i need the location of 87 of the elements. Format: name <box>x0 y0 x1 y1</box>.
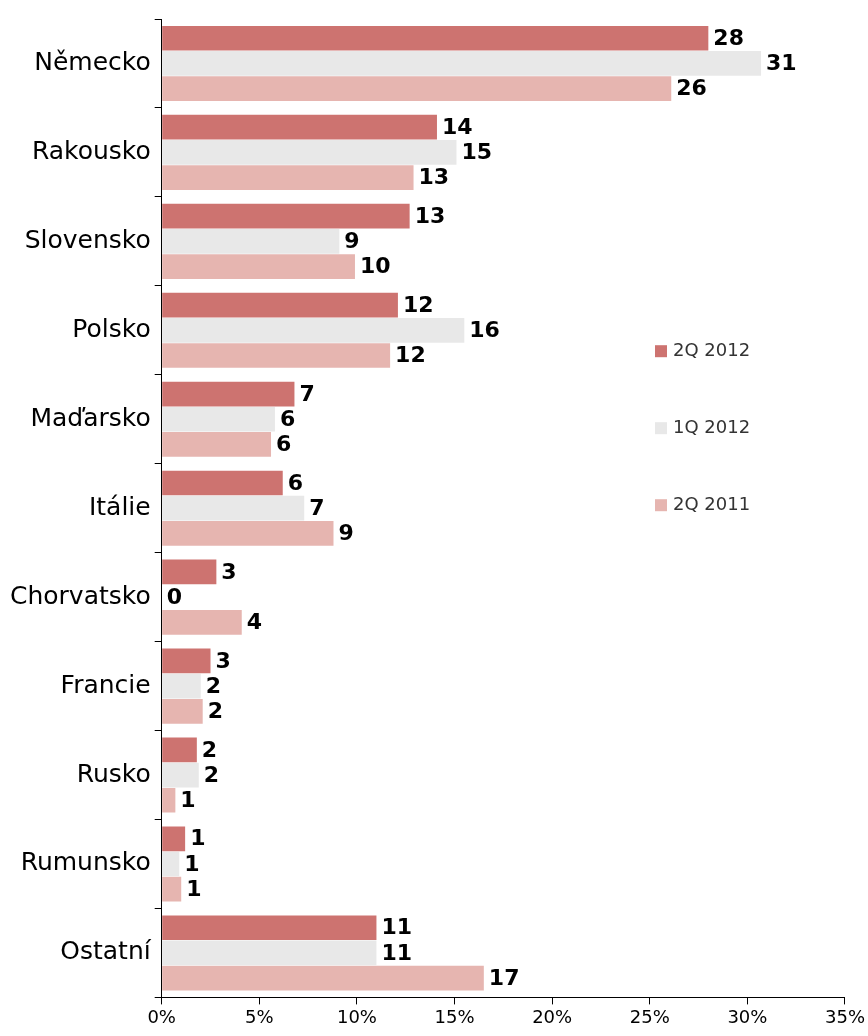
data-label: 15 <box>461 139 493 165</box>
data-label: 31 <box>766 50 797 76</box>
data-label: 17 <box>488 964 520 990</box>
data-label: 11 <box>381 914 413 940</box>
data-label: 14 <box>441 113 473 139</box>
y-tick-label: Rusko <box>76 758 151 788</box>
data-label: 12 <box>395 342 426 368</box>
bar <box>162 432 272 457</box>
x-tick-label: 20% <box>532 1005 573 1027</box>
data-label: 2 <box>203 761 220 787</box>
y-tick-label: Polsko <box>72 313 151 343</box>
y-tick-label: Ostatní <box>60 936 152 966</box>
data-label: 13 <box>414 202 446 228</box>
bar <box>162 698 203 724</box>
bar <box>162 229 340 254</box>
data-label: 11 <box>381 939 413 965</box>
bar <box>162 826 186 852</box>
y-tick-label: Rakousko <box>31 135 151 165</box>
bar <box>162 673 201 699</box>
data-label: 4 <box>246 609 263 635</box>
bar <box>162 940 377 966</box>
bar <box>162 140 457 165</box>
bar <box>162 876 182 902</box>
data-label: 1 <box>180 786 196 812</box>
y-tick-label: Německo <box>34 46 151 76</box>
bar <box>162 470 283 496</box>
x-tick-label: 30% <box>727 1005 768 1027</box>
data-label: 26 <box>676 75 707 101</box>
data-label: 1 <box>184 850 200 876</box>
x-tick-label: 10% <box>336 1005 377 1027</box>
bar <box>162 76 672 102</box>
data-label: 6 <box>279 405 296 431</box>
bar <box>162 25 709 51</box>
y-tick-label: Slovensko <box>24 224 151 254</box>
bar <box>162 851 180 877</box>
data-label: 2 <box>207 698 224 724</box>
bar <box>162 648 211 674</box>
bar <box>162 915 377 941</box>
bar <box>162 559 217 585</box>
data-label: 1 <box>190 825 206 851</box>
bar <box>162 495 305 521</box>
legend-label: 2Q 2012 <box>673 338 751 360</box>
y-tick-label: Itálie <box>88 491 151 521</box>
data-label: 2 <box>205 672 222 698</box>
bar <box>162 165 414 190</box>
data-label: 1 <box>186 875 202 901</box>
x-tick-label: 15% <box>434 1005 475 1027</box>
bar <box>162 521 334 546</box>
bar <box>162 381 295 407</box>
legend-label: 2Q 2011 <box>673 492 751 514</box>
data-label: 13 <box>418 164 450 190</box>
bar <box>162 292 398 318</box>
bar <box>162 762 199 788</box>
data-label: 28 <box>713 24 744 50</box>
data-label: 0 <box>166 583 183 609</box>
bar <box>162 51 762 76</box>
legend-label: 1Q 2012 <box>673 415 751 437</box>
x-tick-label: 5% <box>245 1005 274 1027</box>
data-label: 16 <box>469 317 500 343</box>
bar <box>162 406 275 432</box>
y-tick-label: Maďarsko <box>30 402 151 432</box>
data-label: 3 <box>215 647 231 673</box>
data-label: 7 <box>309 494 325 520</box>
x-tick-label: 35% <box>824 1005 865 1027</box>
bar <box>162 737 197 763</box>
data-label: 7 <box>299 380 315 406</box>
bar <box>162 610 242 635</box>
bar <box>162 203 410 229</box>
bar <box>162 787 176 813</box>
data-label: 9 <box>338 520 354 546</box>
bar <box>162 317 465 343</box>
bar <box>162 254 355 279</box>
bar <box>162 114 437 140</box>
x-tick-label: 25% <box>629 1005 670 1027</box>
data-label: 10 <box>359 253 391 279</box>
y-tick-label: Chorvatsko <box>10 580 151 610</box>
data-label: 3 <box>221 558 237 584</box>
data-label: 12 <box>402 291 434 317</box>
y-tick-label: Francie <box>60 669 151 699</box>
data-label: 2 <box>201 736 218 762</box>
x-tick-label: 0% <box>147 1005 176 1027</box>
data-label: 6 <box>287 469 304 495</box>
bar <box>162 965 484 991</box>
data-label: 6 <box>276 431 292 457</box>
data-label: 9 <box>344 228 360 254</box>
bar <box>162 343 391 368</box>
y-tick-label: Rumunsko <box>20 847 151 877</box>
